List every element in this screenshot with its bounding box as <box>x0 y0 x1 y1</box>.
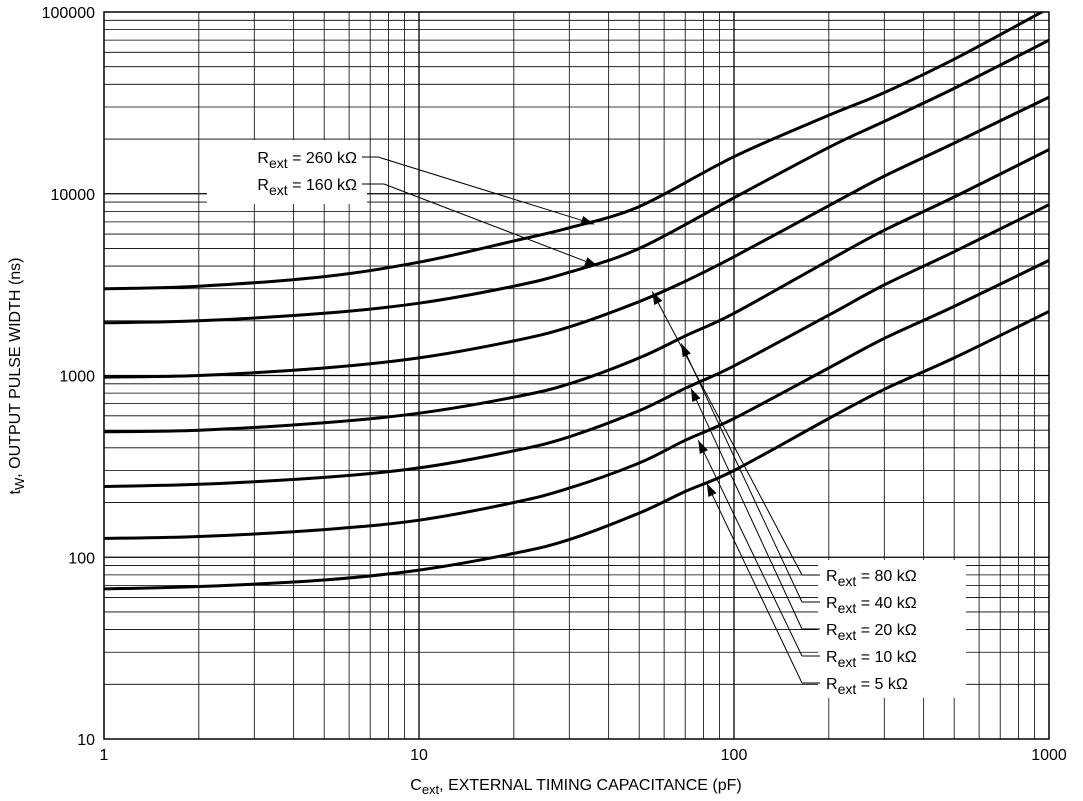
callout-leader <box>690 388 803 630</box>
series-line <box>104 148 1049 434</box>
y-axis-label: tW, OUTPUT PULSE WIDTH (ns) <box>7 258 27 495</box>
callout-label: Rext = 80 kΩ <box>826 568 917 589</box>
series-line <box>104 12 1045 291</box>
callouts: Rext = 260 kΩ Rext = 160 kΩ Rext = 80 kΩ Re… <box>207 140 966 698</box>
series-line <box>104 95 1049 379</box>
callout-box-bottom <box>818 560 966 698</box>
callout-arrowhead <box>580 216 595 225</box>
callout-label: Rext = 260 kΩ <box>257 150 357 171</box>
y-tick-labels: 10 100 1000 10000 100000 <box>42 5 95 749</box>
callout-label: Rext = 160 kΩ <box>257 177 357 198</box>
series-lines <box>104 12 1049 591</box>
y-tick-label: 100 <box>68 550 95 567</box>
series-line <box>104 203 1049 488</box>
callout-arrowhead <box>681 343 691 358</box>
callout-leader <box>383 183 599 267</box>
callout-arrowhead <box>652 291 663 306</box>
x-tick-labels: 1 10 100 1000 <box>100 747 1067 764</box>
y-tick-label: 1000 <box>59 369 95 386</box>
x-tick-label: 10 <box>410 747 428 764</box>
callout-leader <box>680 343 803 603</box>
callout-leader <box>651 291 803 576</box>
y-tick-label: 100000 <box>42 5 95 22</box>
series-line <box>104 259 1049 540</box>
callout-label: Rext = 20 kΩ <box>826 622 917 643</box>
callout-label: Rext = 10 kΩ <box>826 649 917 670</box>
callout-box-top <box>207 140 367 204</box>
callout-leader <box>697 440 803 657</box>
callout-arrowhead <box>584 257 598 267</box>
x-tick-label: 100 <box>721 747 748 764</box>
x-tick-label: 1000 <box>1031 747 1067 764</box>
callout-label: Rext = 40 kΩ <box>826 595 917 616</box>
callout-leader <box>377 156 595 225</box>
series-line <box>104 310 1049 591</box>
callout-arrowhead <box>690 388 701 403</box>
plot-frame <box>103 11 1050 740</box>
x-axis-label: Cext, EXTERNAL TIMING CAPACITANCE (pF) <box>410 777 741 797</box>
callout-arrowhead <box>706 483 717 498</box>
series-line <box>104 38 1049 325</box>
callout-arrowhead <box>698 440 708 454</box>
callout-label: Rext = 5 kΩ <box>826 676 908 697</box>
x-tick-label: 1 <box>100 747 109 764</box>
y-tick-label: 10 <box>77 732 95 749</box>
callout-leader <box>706 483 803 684</box>
y-tick-label: 10000 <box>51 187 96 204</box>
